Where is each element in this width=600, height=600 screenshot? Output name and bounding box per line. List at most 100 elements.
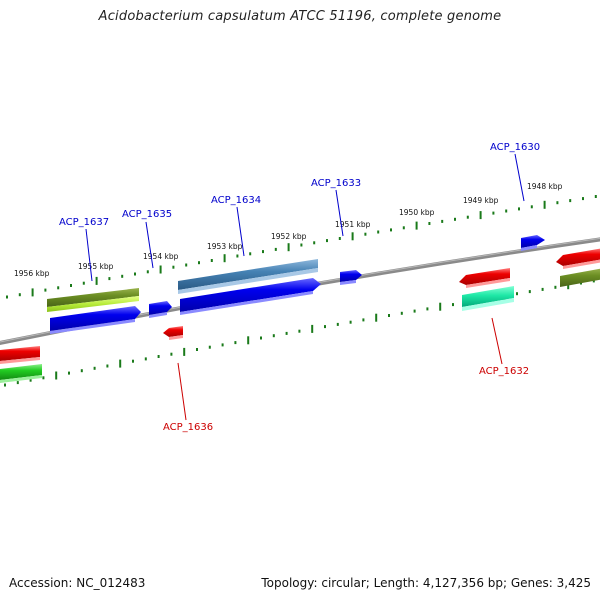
gene-acp-1632-spring — [462, 286, 514, 307]
minor-tick — [324, 325, 326, 329]
minor-tick — [157, 355, 160, 358]
minor-tick — [198, 261, 200, 265]
gene-acp-1633-underside — [340, 280, 356, 285]
minor-tick — [274, 247, 277, 251]
gene-labels: ACP_1637 ACP_1635 ACP_1634 ACP_1633 ACP_… — [59, 142, 540, 433]
feature-olive-right — [560, 268, 600, 287]
gene-label-acp-1634[interactable]: ACP_1634 — [211, 195, 261, 206]
gene-label-acp-1632[interactable]: ACP_1632 — [479, 366, 529, 377]
minor-tick — [300, 243, 303, 247]
gene-label-acp-1635[interactable]: ACP_1635 — [122, 209, 172, 220]
minor-tick — [592, 279, 595, 283]
gene-acp-1634-arrow[interactable] — [180, 278, 321, 312]
minor-tick — [82, 281, 85, 285]
minor-tick — [326, 239, 328, 243]
minor-tick — [426, 307, 429, 311]
gene-acp-1637-arrow[interactable] — [50, 306, 141, 331]
minor-tick — [516, 292, 518, 296]
ruler-label: 1948 kbp — [527, 182, 563, 191]
gene-label-acp-1630[interactable]: ACP_1630 — [490, 142, 540, 153]
minor-tick — [6, 295, 8, 299]
major-tick — [159, 265, 162, 274]
ruler-label: 1956 kbp — [14, 269, 50, 278]
minor-tick — [16, 381, 19, 385]
minor-tick — [93, 366, 96, 370]
major-tick — [55, 371, 58, 380]
gene-label-acp-1636[interactable]: ACP_1636 — [163, 422, 213, 433]
ruler-ticks-upper — [6, 195, 597, 299]
gene-acp-1636-arrow[interactable] — [163, 326, 183, 337]
gene-red-left-edge-underside — [0, 357, 40, 364]
major-tick — [287, 243, 290, 252]
minor-tick — [196, 348, 198, 351]
topology-text: Topology: circular; Length: 4,127,356 bp… — [261, 576, 591, 590]
minor-tick — [428, 222, 431, 225]
minor-tick — [272, 334, 275, 338]
leader-acp-1635 — [145, 221, 154, 269]
minor-tick — [466, 215, 469, 219]
gene-acp-1630-arrow[interactable] — [521, 235, 545, 248]
minor-tick — [530, 205, 533, 209]
ruler-label: 1950 kbp — [399, 208, 435, 217]
minor-tick — [441, 219, 444, 223]
gene-label-acp-1637[interactable]: ACP_1637 — [59, 217, 109, 228]
minor-tick — [262, 250, 264, 254]
minor-tick — [518, 207, 520, 211]
minor-tick — [70, 284, 72, 287]
major-tick — [439, 302, 442, 311]
ruler-labels: 1956 kbp 1955 kbp 1954 kbp 1953 kbp 1952… — [14, 182, 563, 278]
leader-acp-1634 — [236, 206, 245, 257]
gene-acp-1635-arrow[interactable] — [149, 301, 172, 315]
minor-tick — [452, 303, 454, 307]
gene-acp-1632-red-arrow[interactable] — [459, 268, 510, 285]
gene-acp-1632-spring-underside — [462, 298, 514, 311]
minor-tick — [260, 336, 262, 340]
ruler-label: 1955 kbp — [78, 262, 114, 271]
minor-tick — [362, 318, 365, 322]
ruler-label: 1949 kbp — [463, 196, 499, 205]
minor-tick — [400, 311, 403, 315]
minor-tick — [556, 201, 559, 205]
major-tick — [247, 336, 250, 345]
ruler-label: 1952 kbp — [271, 232, 307, 241]
feature-olive-left — [47, 288, 139, 307]
gene-red-right-edge[interactable] — [556, 248, 600, 266]
gene-red-left-edge[interactable] — [0, 346, 40, 361]
gene-acp-1633-arrow[interactable] — [340, 270, 362, 282]
gene-acp-1632-red-underside — [466, 278, 510, 288]
minor-tick — [210, 259, 213, 262]
minor-tick — [221, 343, 224, 347]
major-tick — [31, 288, 34, 297]
minor-tick — [554, 285, 557, 289]
feature-steel-mid — [178, 259, 318, 290]
ruler-label: 1951 kbp — [335, 220, 371, 229]
major-tick — [183, 347, 186, 356]
gene-acp-1630-underside — [521, 245, 537, 251]
minor-tick — [541, 287, 544, 291]
gene-label-acp-1633[interactable]: ACP_1633 — [311, 178, 361, 189]
minor-tick — [594, 195, 597, 198]
minor-tick — [134, 272, 136, 276]
minor-tick — [492, 211, 495, 215]
ruler-label: 1954 kbp — [143, 252, 179, 261]
major-tick — [95, 276, 98, 285]
gene-acp-1635-underside — [149, 312, 167, 318]
minor-tick — [364, 232, 367, 236]
minor-tick — [413, 309, 416, 313]
minor-tick — [44, 288, 47, 292]
minor-tick — [349, 320, 352, 324]
minor-tick — [208, 345, 211, 349]
leader-acp-1633 — [335, 189, 344, 237]
minor-tick — [454, 217, 456, 221]
major-tick — [223, 254, 226, 263]
minor-tick — [402, 226, 405, 230]
gene-green-left-edge — [0, 364, 42, 380]
minor-tick — [338, 237, 341, 240]
minor-tick — [121, 274, 124, 278]
minor-tick — [377, 230, 380, 234]
gene-acp-1634-underside — [180, 291, 313, 315]
feature-track-upper — [47, 259, 600, 312]
minor-tick — [170, 352, 173, 356]
minor-tick — [285, 331, 288, 335]
